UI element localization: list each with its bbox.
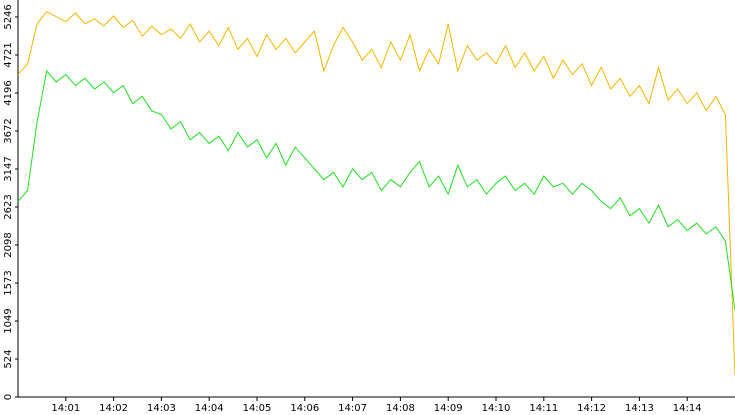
x-tick-label: 14:01 xyxy=(51,403,80,414)
y-tick-label: 4196 xyxy=(3,80,14,105)
y-tick-label: 2098 xyxy=(3,232,14,257)
x-tick-label: 14:03 xyxy=(147,403,176,414)
x-tick-label: 14:06 xyxy=(290,403,319,414)
y-tick-label: 3672 xyxy=(3,118,14,143)
x-tick-label: 14:10 xyxy=(482,403,511,414)
x-tick-label: 14:09 xyxy=(434,403,463,414)
x-tick-label: 14:14 xyxy=(673,403,702,414)
y-tick-label: 4721 xyxy=(3,42,14,67)
x-tick-label: 14:08 xyxy=(386,403,415,414)
y-tick-label: 1573 xyxy=(3,270,14,295)
x-tick-label: 14:07 xyxy=(338,403,367,414)
x-tick-label: 14:11 xyxy=(529,403,558,414)
y-tick-label: 2623 xyxy=(3,194,14,219)
y-tick-label: 524 xyxy=(3,349,14,368)
series-line xyxy=(17,10,735,376)
y-tick-label: 0 xyxy=(3,394,14,400)
y-tick-label: 3147 xyxy=(3,156,14,181)
x-tick-label: 14:02 xyxy=(99,403,128,414)
x-tick-label: 14:04 xyxy=(195,403,224,414)
y-tick-label: 5246 xyxy=(3,4,14,29)
y-tick-label: 1049 xyxy=(3,308,14,333)
x-tick-label: 14:12 xyxy=(577,403,606,414)
x-tick-label: 14:13 xyxy=(625,403,654,414)
series-line xyxy=(17,69,735,311)
x-tick-label: 14:05 xyxy=(243,403,272,414)
